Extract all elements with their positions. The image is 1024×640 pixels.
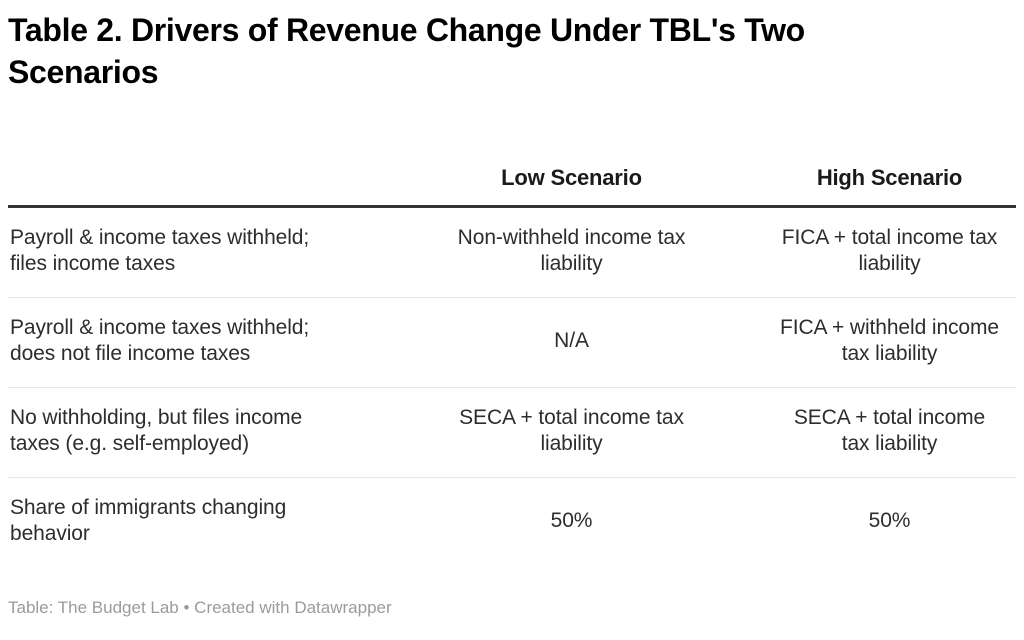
- row-label: Payroll & income taxes withheld; files i…: [10, 226, 310, 275]
- high-scenario-cell: FICA + total income tax liability: [781, 226, 998, 275]
- header-cell-high-scenario: High Scenario: [816, 165, 963, 190]
- high-scenario-cell: FICA + withheld income tax liability: [780, 316, 999, 365]
- row-label: No withholding, but files income taxes (…: [10, 406, 303, 455]
- high-scenario-cell: SECA + total income tax liability: [793, 406, 986, 455]
- source-attribution: Table: The Budget Lab • Created with Dat…: [8, 598, 392, 617]
- table-body: Payroll & income taxes withheld; files i…: [8, 207, 1016, 568]
- table-row: Share of immigrants changing behavior 50…: [8, 478, 1016, 568]
- table-header: Low Scenario High Scenario: [8, 165, 1016, 207]
- low-scenario-cell: SECA + total income tax liability: [459, 406, 684, 455]
- header-row: Low Scenario High Scenario: [8, 165, 1016, 207]
- table-row: Payroll & income taxes withheld; files i…: [8, 207, 1016, 298]
- header-cell-blank: [8, 165, 380, 207]
- datawrapper-table-chart: Table 2. Drivers of Revenue Change Under…: [0, 9, 1024, 640]
- high-scenario-cell: 50%: [868, 509, 911, 532]
- low-scenario-cell: 50%: [550, 509, 593, 532]
- header-cell-low-scenario: Low Scenario: [501, 165, 642, 190]
- low-scenario-cell: Non-withheld income tax liability: [457, 226, 686, 275]
- table-row: No withholding, but files income taxes (…: [8, 388, 1016, 478]
- row-label: Payroll & income taxes withheld; does no…: [10, 316, 310, 365]
- row-label: Share of immigrants changing behavior: [10, 496, 287, 545]
- data-table: Low Scenario High Scenario Payroll & inc…: [8, 165, 1016, 567]
- table-row: Payroll & income taxes withheld; does no…: [8, 298, 1016, 388]
- low-scenario-cell: N/A: [554, 329, 589, 352]
- chart-title: Table 2. Drivers of Revenue Change Under…: [8, 12, 805, 90]
